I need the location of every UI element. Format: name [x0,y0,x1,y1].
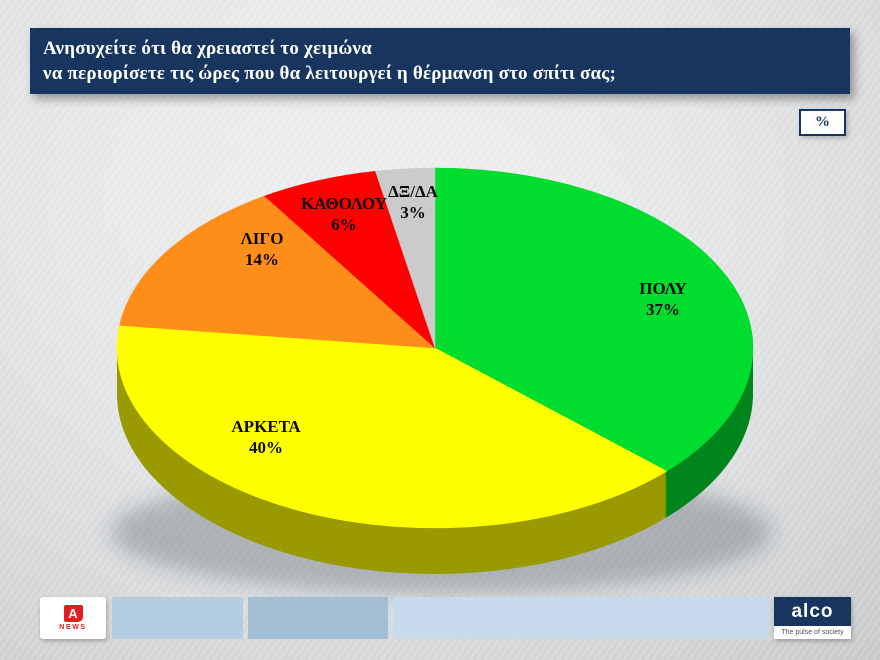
alco-logo: alco The pulse of society [774,597,851,639]
slice-label: ΔΞ/ΔΑ 3% [388,181,438,223]
alpha-news-logo: A NEWS [40,597,106,639]
footer-bar-1 [112,597,243,639]
slice-percent: 37% [646,300,680,319]
alco-logo-text: alco [774,597,851,626]
alco-tagline: The pulse of society [774,626,851,639]
question-line-2: να περιορίσετε τις ώρες που θα λειτουργε… [43,63,617,84]
alpha-news-label: NEWS [59,624,87,631]
slice-percent: 3% [400,203,426,222]
slice-label: ΑΡΚΕΤΑ 40% [231,416,300,458]
slice-percent: 40% [249,438,283,457]
footer: A NEWS alco The pulse of society [0,597,880,639]
slice-name: ΠΟΛΥ [639,279,687,298]
slice-label: ΛΙΓΟ 14% [241,228,284,270]
question-banner: Ανησυχείτε ότι θα χρειαστεί το χειμώνα ν… [30,28,850,94]
slice-name: ΔΞ/ΔΑ [388,182,438,201]
slice-name: ΚΑΘΟΛΟΥ [301,194,387,213]
question-line-1: Ανησυχείτε ότι θα χρειαστεί το χειμώνα [43,38,372,59]
slice-percent: 6% [331,215,357,234]
footer-bar-3 [393,597,769,639]
slice-label: ΚΑΘΟΛΟΥ 6% [301,193,387,235]
slice-percent: 14% [245,250,279,269]
percent-unit-badge: % [799,109,846,136]
slice-name: ΑΡΚΕΤΑ [231,417,301,436]
slice-label: ΠΟΛΥ 37% [639,278,687,320]
alpha-logo-icon: A [63,605,83,622]
slice-name: ΛΙΓΟ [240,229,284,248]
footer-bar-2 [248,597,388,639]
